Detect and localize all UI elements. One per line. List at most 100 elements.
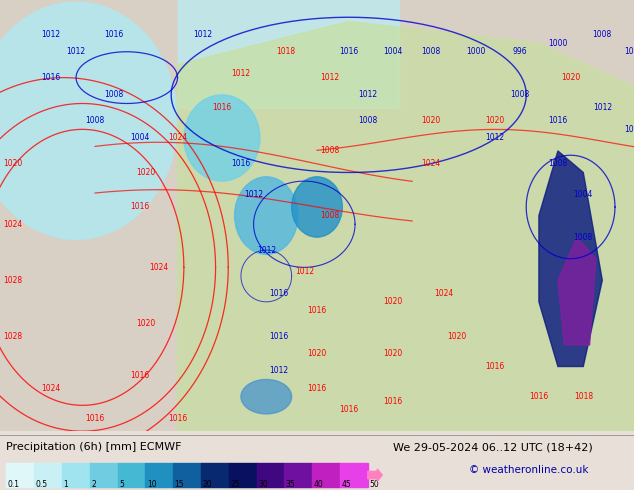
Text: 25: 25 (230, 480, 240, 489)
Text: 1004: 1004 (574, 190, 593, 198)
Text: 20: 20 (202, 480, 212, 489)
Text: 1012: 1012 (358, 90, 377, 99)
Text: 35: 35 (286, 480, 295, 489)
Text: 1: 1 (63, 480, 68, 489)
Text: 1008: 1008 (574, 233, 593, 242)
Text: 1018: 1018 (276, 47, 295, 56)
Bar (340, 463, 368, 487)
Circle shape (241, 379, 292, 414)
Text: 1016: 1016 (339, 405, 358, 414)
Text: 2: 2 (91, 480, 96, 489)
Text: 1020: 1020 (384, 349, 403, 358)
Text: 1008: 1008 (548, 159, 567, 169)
Text: 1012: 1012 (320, 73, 339, 82)
Bar (62, 463, 90, 487)
Text: 1012: 1012 (624, 47, 634, 56)
Text: 30: 30 (258, 480, 268, 489)
Text: © weatheronline.co.uk: © weatheronline.co.uk (469, 465, 588, 475)
Text: 1016: 1016 (529, 392, 548, 401)
Bar (284, 463, 312, 487)
Text: 1008: 1008 (320, 147, 339, 155)
Ellipse shape (292, 177, 342, 237)
Ellipse shape (0, 2, 178, 239)
Text: 1008: 1008 (510, 90, 529, 99)
Text: 1016: 1016 (548, 116, 567, 125)
Text: 1012: 1012 (244, 190, 263, 198)
Text: 5: 5 (119, 480, 124, 489)
Text: 1020: 1020 (136, 168, 155, 177)
Text: 1008: 1008 (105, 90, 124, 99)
Polygon shape (558, 237, 596, 345)
Text: 1020: 1020 (307, 349, 327, 358)
Text: 1016: 1016 (307, 306, 327, 315)
Text: 1000: 1000 (466, 47, 485, 56)
Text: 1012: 1012 (269, 367, 288, 375)
Text: We 29-05-2024 06..12 UTC (18+42): We 29-05-2024 06..12 UTC (18+42) (393, 442, 593, 452)
Text: 1012: 1012 (295, 267, 314, 276)
Text: 0.5: 0.5 (36, 480, 48, 489)
Text: 1012: 1012 (193, 30, 212, 39)
Text: 1020: 1020 (3, 159, 22, 169)
Polygon shape (178, 22, 634, 431)
Text: 40: 40 (313, 480, 323, 489)
Text: 1004: 1004 (130, 133, 149, 143)
Text: 1024: 1024 (434, 289, 453, 298)
Text: 1012: 1012 (257, 245, 276, 255)
Bar (201, 463, 229, 487)
Text: 1012: 1012 (593, 103, 612, 112)
Text: 1000: 1000 (548, 39, 567, 48)
Text: 1012: 1012 (485, 133, 504, 143)
Text: 1016: 1016 (384, 396, 403, 406)
Text: 1028: 1028 (3, 276, 22, 285)
Text: 1028: 1028 (3, 332, 22, 341)
Text: 1012: 1012 (41, 30, 60, 39)
Text: 1020: 1020 (447, 332, 466, 341)
Bar (229, 463, 257, 487)
Text: 1016: 1016 (269, 289, 288, 298)
Text: 1016: 1016 (130, 370, 149, 380)
Text: 1004: 1004 (384, 47, 403, 56)
Text: 1016: 1016 (485, 362, 504, 371)
Bar (145, 463, 173, 487)
Text: 1016: 1016 (269, 332, 288, 341)
Text: 50: 50 (369, 480, 379, 489)
Bar (312, 463, 340, 487)
Text: 1008: 1008 (593, 30, 612, 39)
Bar (34, 463, 62, 487)
Text: 1012: 1012 (67, 47, 86, 56)
Text: 45: 45 (341, 480, 351, 489)
Text: 1018: 1018 (574, 392, 593, 401)
Text: 15: 15 (174, 480, 184, 489)
Text: 1016: 1016 (130, 202, 149, 212)
Text: 1016: 1016 (231, 159, 250, 169)
Text: 1020: 1020 (485, 116, 504, 125)
Bar (117, 463, 145, 487)
Text: 1008: 1008 (86, 116, 105, 125)
Bar (257, 463, 284, 487)
Text: 1016: 1016 (168, 414, 187, 423)
Text: 1012: 1012 (231, 69, 250, 78)
Text: 1008: 1008 (320, 211, 339, 220)
Text: 1020: 1020 (422, 116, 441, 125)
Text: 1008: 1008 (422, 47, 441, 56)
Ellipse shape (235, 177, 298, 254)
Text: 1024: 1024 (3, 220, 22, 229)
Bar (173, 463, 201, 487)
Text: 1016: 1016 (41, 73, 60, 82)
Text: 1024: 1024 (41, 384, 60, 392)
Bar (178, 0, 399, 108)
Text: 1016: 1016 (105, 30, 124, 39)
Text: 1016: 1016 (307, 384, 327, 392)
Text: 1020: 1020 (136, 319, 155, 328)
Text: 996: 996 (512, 47, 527, 56)
Text: 1008: 1008 (358, 116, 377, 125)
Bar (90, 463, 117, 487)
Text: 1016: 1016 (212, 103, 231, 112)
Text: 1016: 1016 (339, 47, 358, 56)
Text: 1020: 1020 (384, 297, 403, 306)
Polygon shape (539, 151, 602, 367)
Text: 1020: 1020 (561, 73, 580, 82)
Text: 1024: 1024 (168, 133, 187, 143)
Ellipse shape (184, 95, 260, 181)
Text: 1024: 1024 (149, 263, 168, 272)
